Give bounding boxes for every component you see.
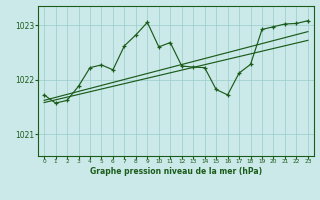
X-axis label: Graphe pression niveau de la mer (hPa): Graphe pression niveau de la mer (hPa) xyxy=(90,167,262,176)
